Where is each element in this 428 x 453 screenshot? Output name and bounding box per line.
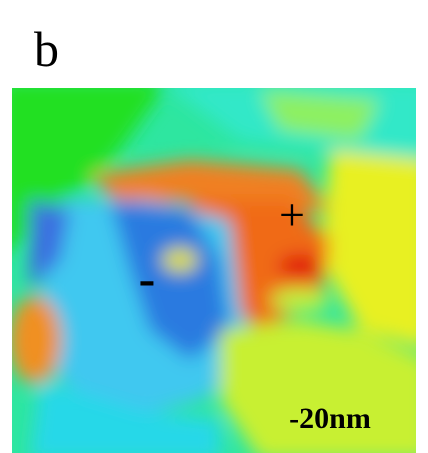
scale-label: -20nm (289, 402, 371, 435)
plus-annotation: + (279, 189, 305, 240)
panel-label: b (34, 21, 59, 77)
color-map (12, 88, 416, 453)
minus-annotation: - (139, 250, 156, 306)
